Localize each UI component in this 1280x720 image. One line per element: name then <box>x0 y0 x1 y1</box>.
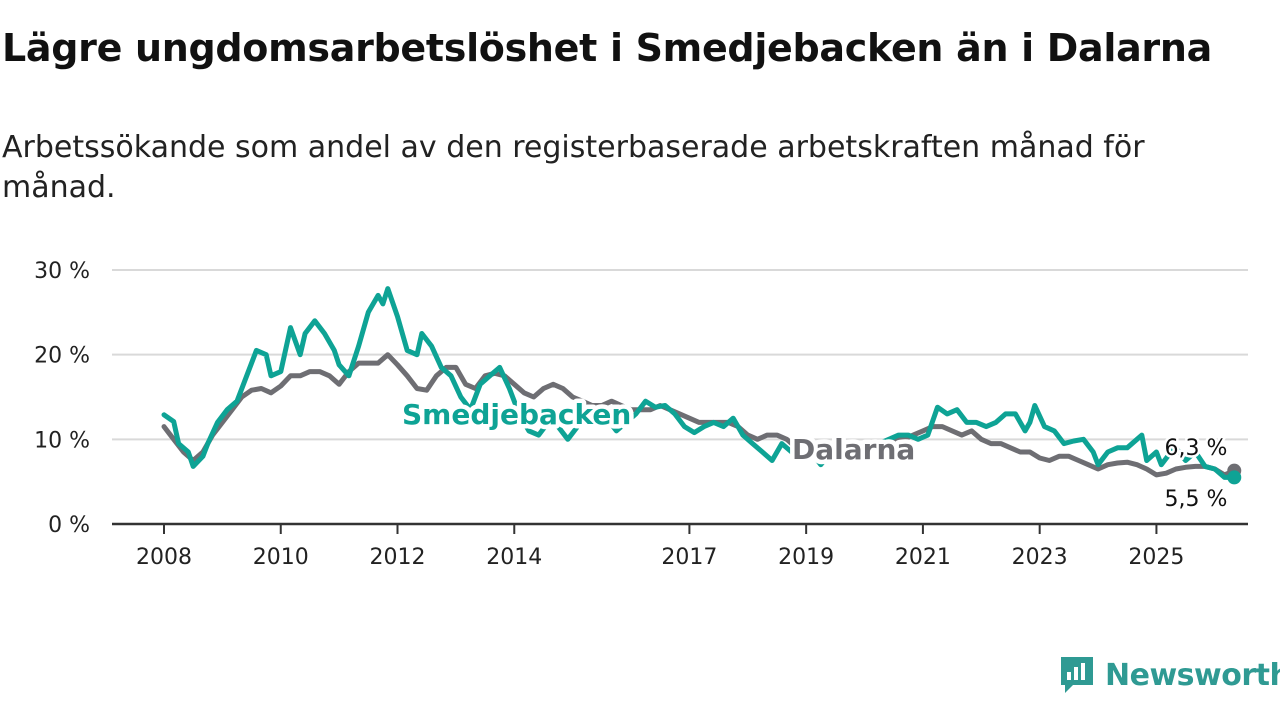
end-label-smedjebacken: 5,5 % <box>1165 487 1228 512</box>
x-axis-ticks: 2008 2010 2012 2014 2017 2019 2021 2023 2025 <box>136 524 1184 570</box>
x-tick-label: 2010 <box>253 545 309 570</box>
y-tick-label: 20 % <box>34 344 90 369</box>
y-tick-label: 10 % <box>34 428 90 453</box>
x-tick-label: 2008 <box>136 545 192 570</box>
series-line-smedjebacken <box>161 286 1237 480</box>
line-chart: 0 % 10 % 20 % 30 % 2008 2010 2012 2014 2017 2019… <box>34 259 1248 570</box>
series-labels: Smedjebacken Dalarna 6,3 % 5,5 % <box>398 394 1230 515</box>
series-label-dalarna: Dalarna <box>792 433 915 466</box>
end-label-dalarna: 6,3 % <box>1165 436 1228 461</box>
newsworthy-logo: Newsworthy <box>1059 655 1280 695</box>
chart-title: Lägre ungdomsarbetslöshet i Smedjebacken… <box>2 26 1212 70</box>
series-lines <box>161 286 1242 485</box>
x-tick-label: 2025 <box>1128 545 1184 570</box>
x-tick-label: 2019 <box>778 545 834 570</box>
gridlines <box>112 269 1248 526</box>
x-tick-label: 2023 <box>1012 545 1068 570</box>
chart-subtitle: Arbetssökande som andel av den registerb… <box>2 130 1145 205</box>
end-point-smedjebacken <box>1227 470 1242 485</box>
y-axis-ticks: 0 % 10 % 20 % 30 % <box>34 259 90 538</box>
y-tick-label: 30 % <box>34 259 90 284</box>
x-tick-label: 2014 <box>486 545 542 570</box>
series-label-smedjebacken: Smedjebacken <box>402 398 631 431</box>
x-tick-label: 2017 <box>661 545 717 570</box>
x-tick-label: 2012 <box>370 545 426 570</box>
brand-name: Newsworthy <box>1105 657 1280 693</box>
x-tick-label: 2021 <box>895 545 951 570</box>
series-line-dalarna <box>161 352 1237 478</box>
y-tick-label: 0 % <box>48 513 90 538</box>
bar-chart-speech-bubble-icon <box>1061 657 1093 693</box>
